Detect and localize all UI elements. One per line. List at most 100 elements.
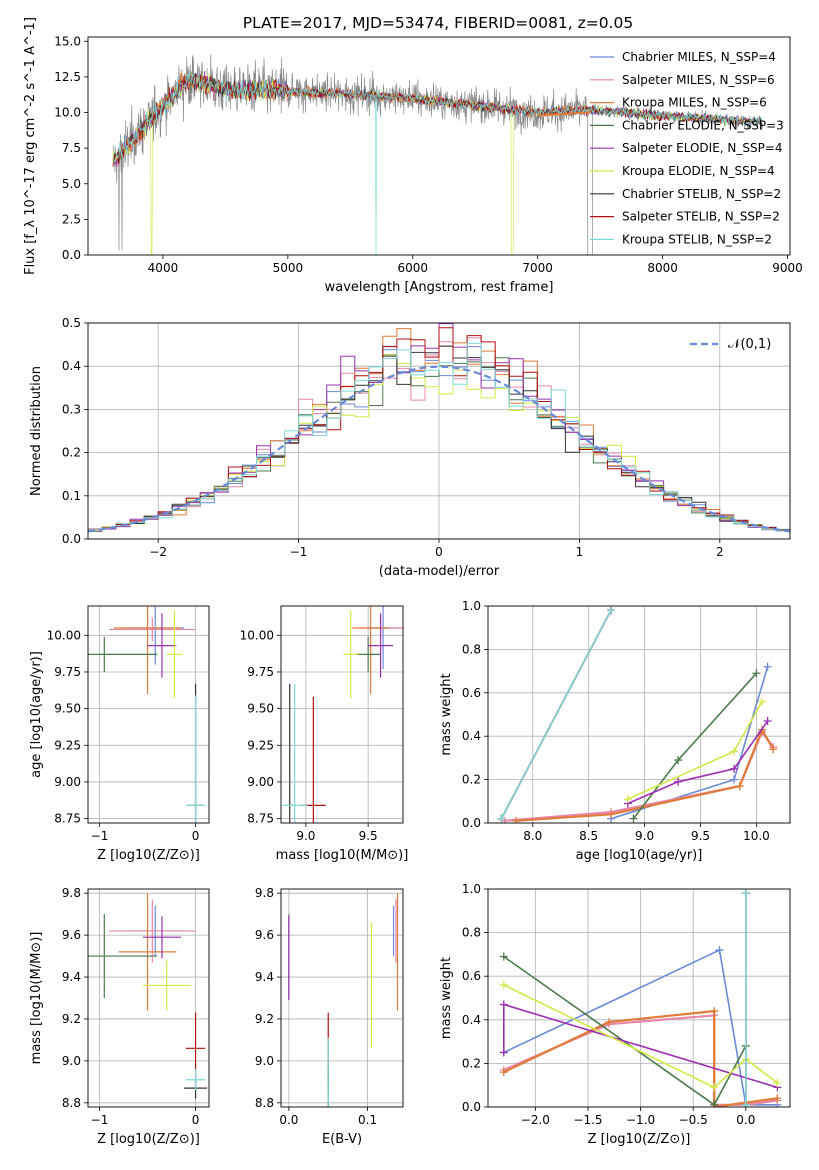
x-tick-label: 0	[192, 1113, 200, 1127]
histogram-series	[88, 342, 790, 534]
x-tick-label: 0.0	[736, 1113, 755, 1127]
weight-marker	[741, 1100, 750, 1107]
y-tick-label: 9.0	[62, 1054, 81, 1068]
legend-label: Salpeter ELODIE, N_SSP=4	[622, 141, 783, 155]
errorbar-point	[142, 960, 191, 1011]
weight-series-line	[503, 984, 778, 1089]
y-tick-label: 0.5	[62, 316, 81, 330]
x-tick-label: −1.5	[573, 1113, 602, 1127]
legend-label: Chabrier STELIB, N_SSP=2	[622, 187, 781, 201]
weight-marker	[607, 606, 616, 615]
model-spectrum-line	[113, 73, 763, 164]
weight-marker	[730, 775, 739, 784]
x-tick-label: 9.5	[691, 829, 710, 843]
errorbar-point	[88, 636, 158, 672]
panel-mass_weight_vs_age: 8.0 8.5 9.0 9.5 10.0 0.0 0.2 0.4 0.6 0.8 1.0 age [l…	[439, 599, 791, 863]
errorbar-point	[109, 617, 196, 642]
errorbar-point	[282, 683, 308, 823]
panel-mass_vs_EBV: 0.0 0.1 8.8 9.0 9.2 9.4 9.6 9.8 E(B-V)	[255, 886, 404, 1147]
y-tick-label: 9.00	[54, 775, 81, 789]
x-axis-label: E(B-V)	[322, 1132, 362, 1147]
weight-marker	[730, 764, 739, 773]
x-axis-label: Z [log10(Z/Z⊙)]	[97, 1132, 200, 1147]
weight-marker	[629, 814, 638, 823]
x-tick-label: 8000	[647, 261, 678, 275]
panel-age_vs_mass: 9.0 9.5 8.75 9.00 9.25 9.50 9.75 10.00 mass [log…	[240, 605, 409, 863]
weight-series-line	[500, 609, 612, 820]
axes-frame	[487, 605, 791, 824]
y-axis-label: Normed distribution	[29, 366, 44, 496]
x-axis-label: mass [log10(M/M⊙)]	[276, 848, 409, 863]
x-tick-label: −1.0	[626, 1113, 655, 1127]
weight-marker	[730, 747, 739, 756]
weight-series-line	[627, 720, 769, 805]
x-tick-label: 0	[435, 545, 443, 559]
weight-marker	[710, 1100, 719, 1107]
y-tick-label: 12.5	[54, 70, 81, 84]
errorbar-point	[113, 606, 182, 694]
errorbars-age_vs_mass	[282, 606, 403, 823]
x-tick-label: −2	[149, 545, 167, 559]
weight-marker	[499, 952, 508, 961]
errorbar-point	[351, 606, 390, 694]
y-tick-label: 9.8	[62, 886, 81, 900]
errorbar-point	[185, 695, 206, 823]
x-tick-label: 4000	[148, 261, 179, 275]
y-tick-label: 8.8	[62, 1096, 81, 1110]
errorbar-point	[147, 613, 177, 678]
errorbar-point	[355, 636, 381, 672]
x-axis-label: Z [log10(Z/Z⊙)]	[588, 1132, 691, 1147]
y-tick-label: 9.6	[62, 928, 81, 942]
axes-frame	[487, 888, 791, 1108]
y-tick-label: 5.0	[62, 177, 81, 191]
y-tick-label: 0.6	[462, 686, 481, 700]
y-tick-label: 9.25	[247, 738, 274, 752]
panel-residuals: −2 −1 0 1 2 0.0 0.1 0.2 0.3 0.4 0.5 (data-model)/er…	[29, 316, 791, 579]
legend-label: Chabrier MILES, N_SSP=4	[622, 50, 776, 64]
x-tick-label: −1	[91, 1113, 109, 1127]
y-tick-label: 0.4	[462, 729, 481, 743]
axes-frame	[87, 322, 791, 540]
y-tick-label: 0.0	[62, 248, 81, 262]
weight-marker	[499, 1068, 508, 1077]
y-tick-label: 0.3	[62, 402, 81, 416]
y-tick-label: 10.00	[47, 628, 81, 642]
histogram-group	[88, 323, 790, 535]
y-axis-label: mass weight	[439, 957, 454, 1039]
y-tick-label: 9.4	[62, 970, 81, 984]
weight-marker	[763, 717, 772, 726]
errorbar-point	[109, 899, 196, 963]
weight-marker	[773, 1079, 782, 1088]
weight-marker	[710, 1083, 719, 1092]
legend-label: Kroupa STELIB, N_SSP=2	[622, 232, 772, 246]
errorbars-mass_vs_Z	[88, 893, 208, 1099]
y-tick-label: 10.0	[54, 106, 81, 120]
legend-label: Salpeter MILES, N_SSP=6	[622, 73, 775, 87]
weight-marker	[511, 816, 520, 823]
legend-label: Chabrier ELODIE, N_SSP=3	[622, 118, 784, 132]
legend: Chabrier MILES, N_SSP=4 Salpeter MILES, N…	[590, 50, 784, 246]
x-axis-label: (data-model)/error	[379, 564, 500, 579]
errorbars-mass_vs_EBV	[288, 893, 399, 1107]
y-tick-label: 15.0	[54, 34, 81, 48]
weight-marker	[769, 745, 778, 754]
y-tick-label: 0.1	[62, 489, 81, 503]
x-tick-label: −1	[290, 545, 308, 559]
weight-marker	[605, 1017, 614, 1026]
errorbar-point	[185, 1069, 206, 1091]
weight-marker	[674, 777, 683, 786]
panel-age_vs_Z: −1 0 8.75 9.00 9.25 9.50 9.75 10.00 Z [log10(Z/Z…	[29, 605, 210, 863]
weight-marker	[499, 1048, 508, 1057]
weight-marker	[499, 1000, 508, 1009]
x-tick-label: 5000	[273, 261, 304, 275]
x-tick-label: 1	[576, 545, 584, 559]
y-tick-label: 9.75	[247, 665, 274, 679]
y-tick-label: 10.00	[240, 628, 274, 642]
weight-series-line	[503, 955, 747, 1106]
weight-marker	[499, 980, 508, 989]
y-tick-label: 0.6	[462, 969, 481, 983]
y-tick-label: 9.50	[247, 702, 274, 716]
weight-series-line	[503, 948, 778, 1106]
x-tick-label: 8.0	[523, 829, 542, 843]
